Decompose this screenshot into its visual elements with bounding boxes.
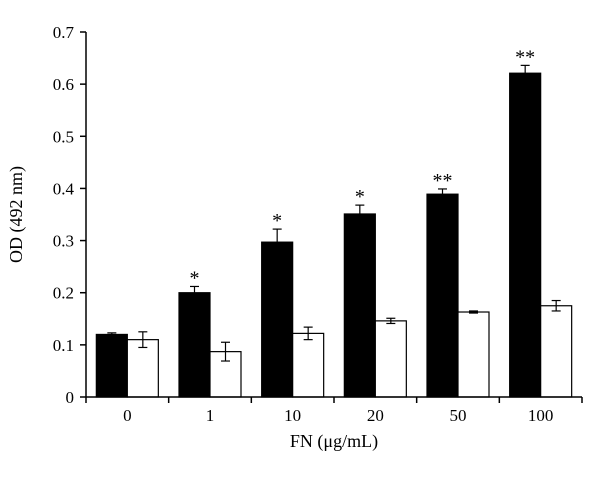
y-tick-label: 0.7 — [53, 23, 75, 42]
x-axis-ticks: 0 1 10 20 50 100 — [85, 397, 583, 425]
x-tick-label: 0 — [123, 406, 132, 425]
bar — [509, 72, 542, 398]
y-tick-label: 0.3 — [53, 232, 74, 251]
x-tick-label: 50 — [450, 406, 467, 425]
bar — [343, 213, 376, 398]
y-axis-ticks: 0 0.1 0.2 0.3 0.4 0.5 0.6 0.7 — [53, 23, 86, 407]
x-tick-label: 100 — [528, 406, 554, 425]
bar-series: ******* — [95, 46, 573, 398]
y-tick-label: 0.1 — [53, 336, 74, 355]
bar — [457, 311, 490, 398]
significance-marker: * — [355, 186, 365, 208]
bar — [540, 305, 573, 398]
x-tick-label: 20 — [367, 406, 384, 425]
bar — [95, 333, 128, 398]
significance-marker: * — [190, 267, 200, 289]
y-axis-title: OD (492 nm) — [6, 166, 27, 263]
significance-marker: ** — [433, 170, 453, 192]
bar — [292, 332, 325, 398]
y-tick-label: 0.5 — [53, 127, 74, 146]
bar — [126, 339, 159, 398]
x-tick-label: 10 — [284, 406, 301, 425]
bar — [261, 241, 294, 398]
y-tick-label: 0.2 — [53, 284, 74, 303]
bar — [426, 193, 459, 398]
y-tick-label: 0.6 — [53, 75, 74, 94]
x-axis-title: FN (μg/mL) — [290, 431, 378, 452]
bar — [178, 292, 211, 398]
x-tick-label: 1 — [206, 406, 215, 425]
significance-marker: ** — [515, 46, 535, 68]
y-tick-label: 0 — [66, 388, 75, 407]
y-tick-label: 0.4 — [53, 179, 75, 198]
significance-marker: * — [272, 210, 282, 232]
bar — [374, 320, 407, 398]
